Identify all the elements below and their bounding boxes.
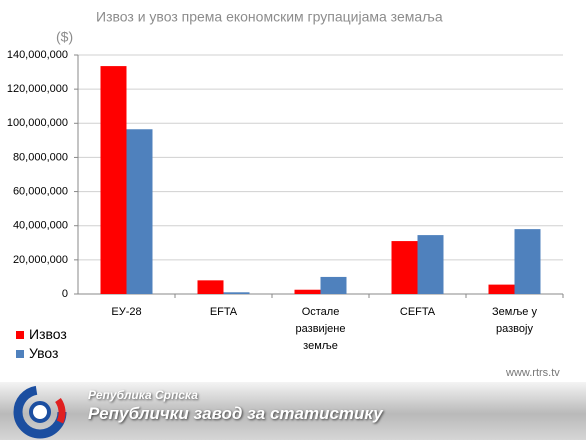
bar	[514, 229, 541, 294]
bar	[391, 241, 418, 294]
y-tick-label: 100,000,000	[7, 117, 68, 129]
bar	[100, 66, 127, 294]
y-tick-label: 0	[62, 288, 68, 300]
bar	[126, 129, 153, 294]
footer-line1: Република Српска	[88, 388, 198, 402]
x-tick-label: CEFTA	[399, 306, 436, 318]
legend-label: Извоз	[29, 326, 67, 342]
x-tick-label: EFTA	[209, 306, 238, 318]
x-tick-label: Остале развијене земље	[295, 306, 346, 352]
bar	[223, 292, 250, 294]
bar	[294, 289, 321, 294]
y-tick-label: 80,000,000	[13, 151, 68, 163]
legend-swatch	[16, 350, 24, 358]
y-tick-label: 60,000,000	[13, 185, 68, 197]
y-tick-label: 40,000,000	[13, 220, 68, 232]
y-tick-label: 120,000,000	[7, 83, 68, 95]
bar	[197, 280, 224, 294]
legend-swatch	[16, 331, 24, 339]
footer-line2: Републички завод за статистику	[88, 404, 383, 423]
logo	[13, 385, 67, 439]
chart-title: Извоз и увоз према економским групацијам…	[96, 9, 443, 25]
legend-item: Увоз	[16, 345, 58, 361]
y-axis-label: ($)	[56, 29, 73, 45]
source: www.rtrs.tv	[506, 367, 560, 379]
y-tick-label: 140,000,000	[7, 49, 68, 61]
y-tick-label: 20,000,000	[13, 254, 68, 266]
x-tick-label: Земље у развоју	[492, 306, 537, 335]
legend-item: Извоз	[16, 326, 67, 342]
legend-label: Увоз	[29, 345, 59, 361]
chart: Извоз и увоз према економским групацијам…	[7, 9, 564, 300]
bar	[488, 284, 515, 294]
bar	[320, 276, 347, 294]
x-tick-label: ЕУ-28	[111, 306, 142, 318]
footer-banner	[0, 382, 586, 440]
bar	[417, 235, 444, 294]
